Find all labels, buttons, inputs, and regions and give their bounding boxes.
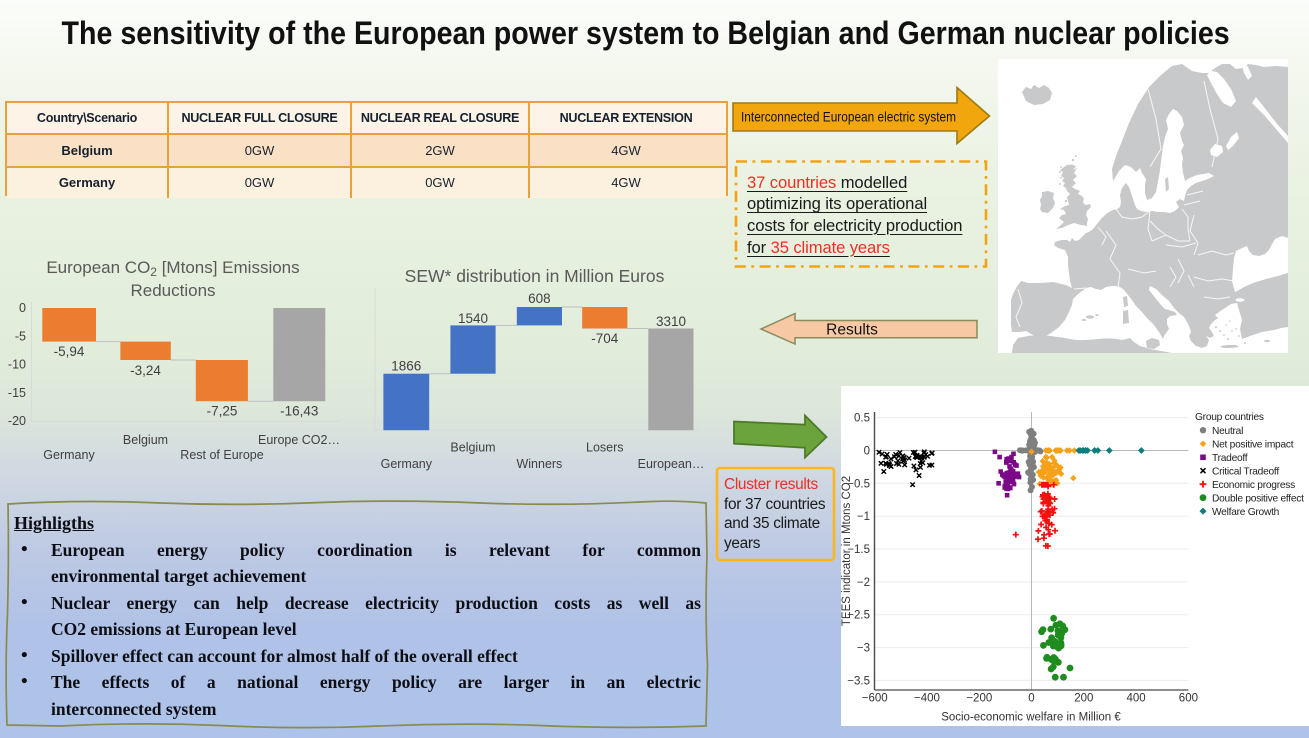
svg-text:Critical Tradeoff: Critical Tradeoff (1212, 467, 1279, 478)
svg-text:-704: -704 (591, 331, 619, 346)
svg-text:Reductions: Reductions (130, 281, 215, 300)
svg-text:Rest of Europe: Rest of Europe (180, 448, 263, 462)
svg-text:Economic progress: Economic progress (1212, 480, 1295, 491)
svg-text:1540: 1540 (458, 311, 488, 326)
svg-text:−200: −200 (966, 693, 992, 705)
svg-text:Tradeoff: Tradeoff (1212, 453, 1248, 464)
svg-text:European CO2 [Mtons] Emission: European CO2 [Mtons] Emissions (46, 258, 299, 279)
svg-text:600: 600 (1179, 693, 1198, 705)
svg-text:400: 400 (1127, 693, 1146, 705)
svg-text:Double positive effect: Double positive effect (1212, 494, 1304, 505)
svg-text:0: 0 (19, 301, 26, 315)
svg-text:-15: -15 (8, 386, 26, 400)
svg-text:Group countries: Group countries (1195, 412, 1264, 423)
svg-text:608: 608 (528, 291, 551, 306)
svg-text:Belgium: Belgium (450, 440, 495, 454)
svg-text:0.5: 0.5 (854, 413, 870, 425)
svg-text:0: 0 (864, 446, 870, 458)
svg-text:1866: 1866 (391, 359, 421, 374)
svg-text:−3: −3 (857, 643, 870, 655)
svg-text:TEES indicator in Mtons CO2: TEES indicator in Mtons CO2 (841, 476, 853, 626)
svg-text:200: 200 (1074, 693, 1093, 705)
svg-text:Socio-economic welfare in Mill: Socio-economic welfare in Million € (941, 712, 1121, 724)
svg-text:European…: European… (638, 457, 705, 471)
svg-text:−2.5: −2.5 (847, 610, 870, 622)
svg-text:−3.5: −3.5 (847, 675, 870, 687)
svg-text:-5: -5 (15, 329, 26, 343)
svg-text:Neutral: Neutral (1212, 426, 1243, 437)
svg-text:−1.5: −1.5 (847, 544, 870, 556)
svg-text:-10: -10 (8, 358, 26, 372)
svg-text:3310: 3310 (656, 314, 686, 329)
svg-text:Interconnected European electr: Interconnected European electric system (741, 109, 956, 125)
svg-text:-5,94: -5,94 (54, 344, 85, 359)
svg-text:Germany: Germany (381, 457, 433, 471)
svg-text:−1: −1 (857, 511, 870, 523)
svg-text:Net positive impact: Net positive impact (1212, 440, 1294, 451)
svg-text:Welfare Growth: Welfare Growth (1212, 507, 1279, 518)
svg-text:Europe CO2…: Europe CO2… (258, 433, 340, 447)
svg-text:−2: −2 (857, 577, 870, 589)
svg-text:-20: -20 (8, 414, 26, 428)
svg-text:−600: −600 (862, 693, 888, 705)
svg-text:Winners: Winners (516, 457, 562, 471)
svg-text:Losers: Losers (586, 440, 624, 454)
svg-text:−0.5: −0.5 (847, 478, 870, 490)
svg-text:-3,24: -3,24 (130, 363, 161, 378)
svg-text:-16,43: -16,43 (280, 404, 318, 419)
svg-text:Belgium: Belgium (123, 433, 168, 447)
svg-text:-7,25: -7,25 (207, 404, 238, 419)
svg-text:Results: Results (826, 322, 878, 339)
svg-text:0: 0 (1028, 693, 1034, 705)
svg-text:SEW* distribution in Million E: SEW* distribution in Million Euros (405, 266, 665, 286)
svg-text:−400: −400 (914, 693, 940, 705)
svg-text:Germany: Germany (43, 448, 95, 462)
